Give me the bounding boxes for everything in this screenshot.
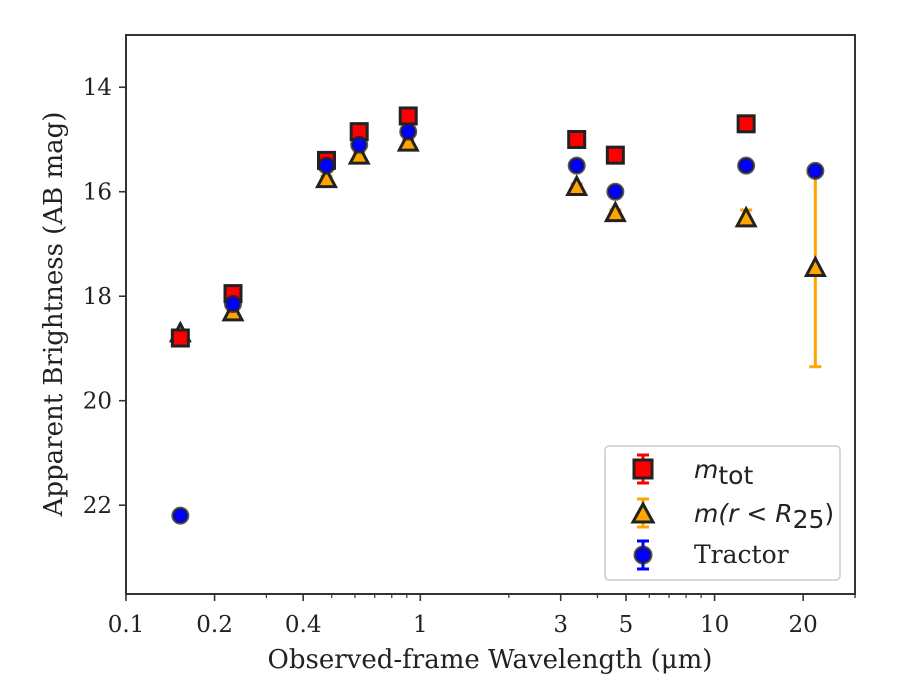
triangle-marker (565, 174, 589, 197)
legend-m-tot-sub: tot (718, 461, 753, 490)
x-tick-label: 0.1 (108, 612, 145, 638)
triangle-marker (734, 205, 758, 228)
square-marker (736, 114, 756, 134)
triangle-marker (347, 142, 371, 165)
triangle-marker (803, 255, 827, 277)
x-tick-label: 1 (413, 612, 428, 638)
legend-box (604, 445, 841, 581)
x-tick-label: 10 (700, 612, 729, 638)
legend-entry-m-r25: m(r < R25) (630, 497, 834, 534)
circle-marker (171, 506, 190, 525)
legend-m-r25-prefix: m(r < R (694, 499, 793, 528)
legend-label-tractor: Tractor (694, 540, 789, 569)
legend-entry-tractor: Tractor (633, 539, 789, 571)
circle-marker (224, 295, 243, 314)
y-axis-ticks: 14 16 18 20 22 (83, 75, 126, 519)
legend-m-r25-sub: 25 (793, 505, 825, 534)
y-axis-label: Apparent Brightness (AB mag) (39, 112, 69, 518)
y-tick-label: 16 (83, 180, 112, 206)
triangle-marker (396, 129, 420, 152)
square-marker (170, 328, 190, 348)
x-axis-label: Observed-frame Wavelength (μm) (268, 645, 713, 675)
legend-m-tot-base: m (694, 455, 718, 484)
x-tick-label: 0.2 (196, 612, 233, 638)
legend: mtot m(r < R25) Tractor (604, 445, 841, 581)
legend-label-m-r25: m(r < R25) (694, 499, 834, 534)
y-tick-label: 22 (83, 493, 112, 519)
legend-marker-triangle (630, 500, 656, 524)
triangle-marker (314, 166, 338, 189)
x-axis-ticks: 0.1 0.2 0.4 1 3 5 10 20 (108, 594, 856, 638)
circle-marker (350, 135, 369, 154)
circle-marker (317, 156, 336, 175)
data-markers (168, 106, 827, 525)
x-tick-label: 3 (553, 612, 568, 638)
x-tick-label: 20 (789, 612, 818, 638)
y-tick-label: 18 (83, 284, 112, 310)
legend-label-m-tot: mtot (694, 455, 753, 490)
circle-marker (606, 182, 625, 201)
circle-marker (737, 156, 756, 175)
y-tick-label: 14 (83, 75, 112, 101)
triangle-marker (603, 200, 627, 223)
legend-marker-square (632, 458, 654, 480)
plot-frame (125, 34, 856, 595)
circle-marker (399, 122, 418, 141)
circle-marker (806, 161, 825, 180)
square-marker (398, 106, 418, 126)
x-tick-label: 0.4 (285, 612, 322, 638)
x-tick-label: 5 (619, 612, 634, 638)
square-marker (605, 145, 625, 165)
legend-marker-circle (633, 545, 653, 565)
circle-marker (567, 156, 586, 175)
legend-m-r25-suffix: ) (824, 499, 834, 528)
y-tick-label: 20 (83, 389, 112, 415)
legend-entry-m-tot: mtot (632, 453, 753, 490)
square-marker (567, 129, 587, 149)
